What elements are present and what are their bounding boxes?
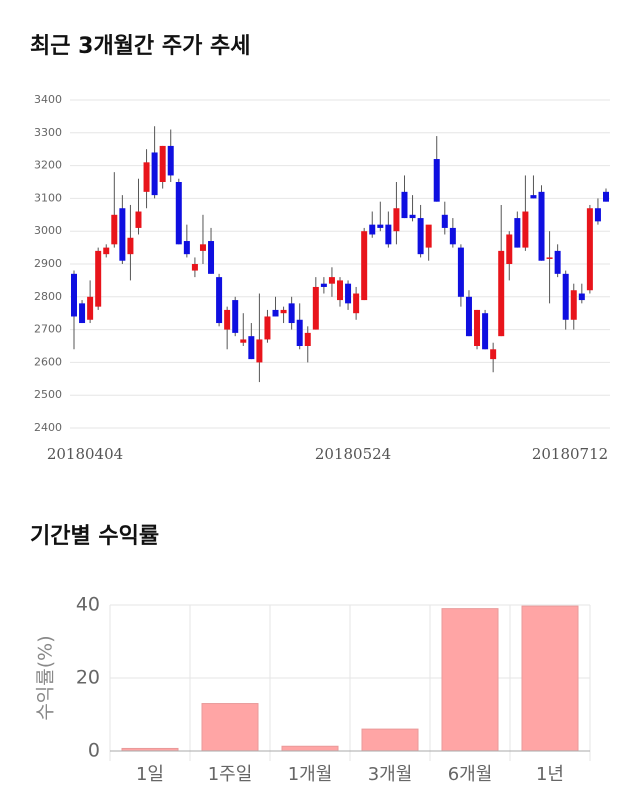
candle-body <box>199 244 206 251</box>
candle-body <box>256 339 263 363</box>
candle-body <box>401 191 408 219</box>
candle-body <box>304 332 311 346</box>
candle-body <box>393 208 400 232</box>
y-tick-label: 2900 <box>34 257 62 270</box>
candle-body <box>570 290 577 320</box>
x-tick-label: 1일 <box>136 764 164 785</box>
y-tick-label: 3100 <box>34 191 62 204</box>
candle-body <box>264 316 271 340</box>
candle-body <box>578 293 585 301</box>
candle-body <box>425 224 432 248</box>
y-tick-label: 2800 <box>34 290 62 303</box>
candle-body <box>143 162 150 192</box>
candle-body <box>208 241 215 274</box>
candle-body <box>296 319 303 346</box>
chart-title: 기간별 수익률 <box>30 524 159 549</box>
x-tick-label: 1년 <box>536 764 564 785</box>
candle-body <box>320 283 327 287</box>
candle-body <box>248 336 255 360</box>
candle-body <box>232 300 239 333</box>
candle-body <box>216 277 223 324</box>
candle-body <box>312 286 319 330</box>
bar <box>201 703 259 752</box>
candle-body <box>603 191 609 202</box>
x-tick-label: 3개월 <box>368 764 413 785</box>
candle-body <box>71 273 77 317</box>
y-tick-label: 20 <box>76 667 100 689</box>
y-tick-label: 2400 <box>34 421 62 434</box>
candle-body <box>224 309 231 330</box>
candle-body <box>474 309 481 346</box>
candle-body <box>353 293 360 314</box>
y-tick-label: 0 <box>88 740 100 762</box>
candle-body <box>482 313 489 350</box>
candle-body <box>328 277 335 284</box>
y-tick-label: 2600 <box>34 355 62 368</box>
candle-body <box>522 211 529 248</box>
candle-body <box>465 296 472 337</box>
y-tick-label: 3400 <box>34 93 62 106</box>
candle-body <box>183 241 190 255</box>
candle-body <box>369 224 376 235</box>
candle-body <box>167 145 174 176</box>
candle-body <box>79 303 86 324</box>
candle-body <box>514 218 521 248</box>
candle-body <box>151 152 158 196</box>
y-tick-label: 3200 <box>34 159 62 172</box>
candle-body <box>457 247 464 297</box>
y-tick-label: 40 <box>76 594 100 616</box>
candle-body <box>288 303 295 324</box>
bar <box>521 605 579 752</box>
candle-body <box>345 283 352 304</box>
x-tick-label: 20180712 <box>532 445 608 463</box>
y-axis-label: 수익률(%) <box>35 635 57 720</box>
bar <box>361 728 419 752</box>
candle-body <box>490 349 497 360</box>
candle-body <box>409 214 416 219</box>
candle-body <box>159 145 166 182</box>
candle-body <box>361 231 368 301</box>
candle-body <box>127 237 134 255</box>
candle-body <box>95 250 102 307</box>
y-tick-label: 3000 <box>34 224 62 237</box>
candle-body <box>119 208 126 261</box>
x-tick-label: 20180404 <box>47 445 123 463</box>
x-tick-label: 20180524 <box>315 445 391 463</box>
candle-body <box>240 339 247 343</box>
candle-body <box>175 182 182 245</box>
candle-body <box>385 224 392 245</box>
candle-body <box>272 309 279 317</box>
candle-body <box>135 211 142 228</box>
y-tick-label: 3300 <box>34 126 62 139</box>
candle-body <box>498 250 505 337</box>
candle-body <box>111 214 118 245</box>
y-tick-label: 2500 <box>34 388 62 401</box>
candle-body <box>538 191 545 261</box>
candle-body <box>377 224 384 228</box>
candle-body <box>449 227 456 245</box>
candle-body <box>103 247 110 255</box>
candle-body <box>546 257 553 259</box>
candle-body <box>594 208 601 222</box>
candle-body <box>506 234 513 264</box>
candle-body <box>530 195 537 199</box>
candle-body <box>586 208 593 291</box>
candle-body <box>417 218 424 255</box>
candle-body <box>191 264 198 271</box>
x-tick-label: 6개월 <box>448 764 493 785</box>
bar <box>281 745 339 752</box>
candle-body <box>87 296 94 320</box>
chart-title: 최근 3개월간 주가 추세 <box>30 34 250 59</box>
candle-body <box>337 280 343 301</box>
candle-body <box>441 214 448 228</box>
candle-body <box>280 309 287 314</box>
candle-body <box>554 250 561 274</box>
y-tick-label: 2700 <box>34 323 62 336</box>
bar <box>441 608 499 752</box>
candle-body <box>433 159 440 202</box>
x-tick-label: 1개월 <box>288 764 333 785</box>
x-tick-label: 1주일 <box>208 764 253 785</box>
candle-body <box>562 273 569 320</box>
